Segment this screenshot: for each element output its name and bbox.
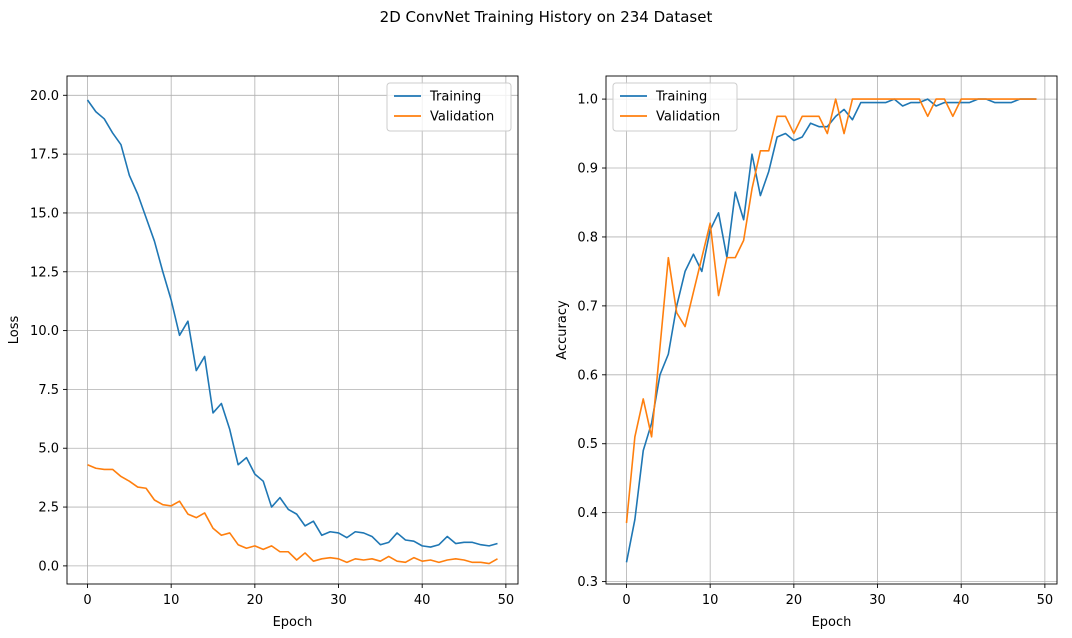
y-tick-label: 5.0 [38,442,59,457]
series-line-training [86,99,498,548]
y-tick-label: 1.0 [577,93,598,108]
x-tick-label: 0 [622,593,630,608]
y-tick-label: 20.0 [30,89,59,104]
x-tick-label: 30 [869,593,886,608]
x-tick-label: 20 [247,593,264,608]
y-tick-label: 12.5 [30,265,59,280]
y-tick-label: 0.7 [577,299,598,314]
accuracy-chart: 0 10 20 30 40 50 0.3 0.4 0.5 0.6 0.7 0.8 0.9 1.0 Epoch… [555,75,1058,630]
y-axis-label: Loss [7,316,22,345]
x-tick-label: 10 [163,593,180,608]
y-tick-label: 0.3 [577,575,598,590]
y-tick-label: 15.0 [30,206,59,221]
series-line-training [625,98,1037,563]
x-tick-label: 20 [786,593,803,608]
x-tick-label: 30 [330,593,347,608]
axes-frame [605,75,1058,585]
legend-box [386,82,512,132]
y-tick-label: 7.5 [38,383,59,398]
x-tick-label: 50 [498,593,515,608]
axes-frame [66,75,519,585]
y-tick-label: 17.5 [30,148,59,163]
legend-box [612,82,738,132]
legend-label-validation: Validation [430,110,494,125]
x-tick-label: 40 [953,593,970,608]
legend-label-training: Training [655,90,707,105]
y-tick-label: 0.0 [38,559,59,574]
series-line-validation [625,98,1037,524]
loss-chart: 0 10 20 30 40 50 0.0 2.5 5.0 7.5 10.0 12.5 15.0 17.5 2… [7,75,519,630]
legend-label-validation: Validation [656,110,720,125]
y-tick-label: 2.5 [38,501,59,516]
y-tick-label: 10.0 [30,324,59,339]
x-tick-label: 10 [702,593,719,608]
x-tick-label: 0 [83,593,91,608]
y-tick-label: 0.6 [577,368,598,383]
y-axis-label: Accuracy [555,300,570,360]
y-tick-label: 0.9 [577,162,598,177]
figure-title: 2D ConvNet Training History on 234 Datas… [380,8,713,26]
series-line-validation [87,463,498,565]
x-tick-label: 40 [414,593,431,608]
y-tick-label: 0.5 [577,437,598,452]
x-axis-label: Epoch [273,615,313,630]
x-tick-label: 50 [1037,593,1054,608]
legend-label-training: Training [429,90,481,105]
x-axis-label: Epoch [812,615,852,630]
y-tick-label: 0.4 [577,506,598,521]
y-tick-label: 0.8 [577,230,598,245]
